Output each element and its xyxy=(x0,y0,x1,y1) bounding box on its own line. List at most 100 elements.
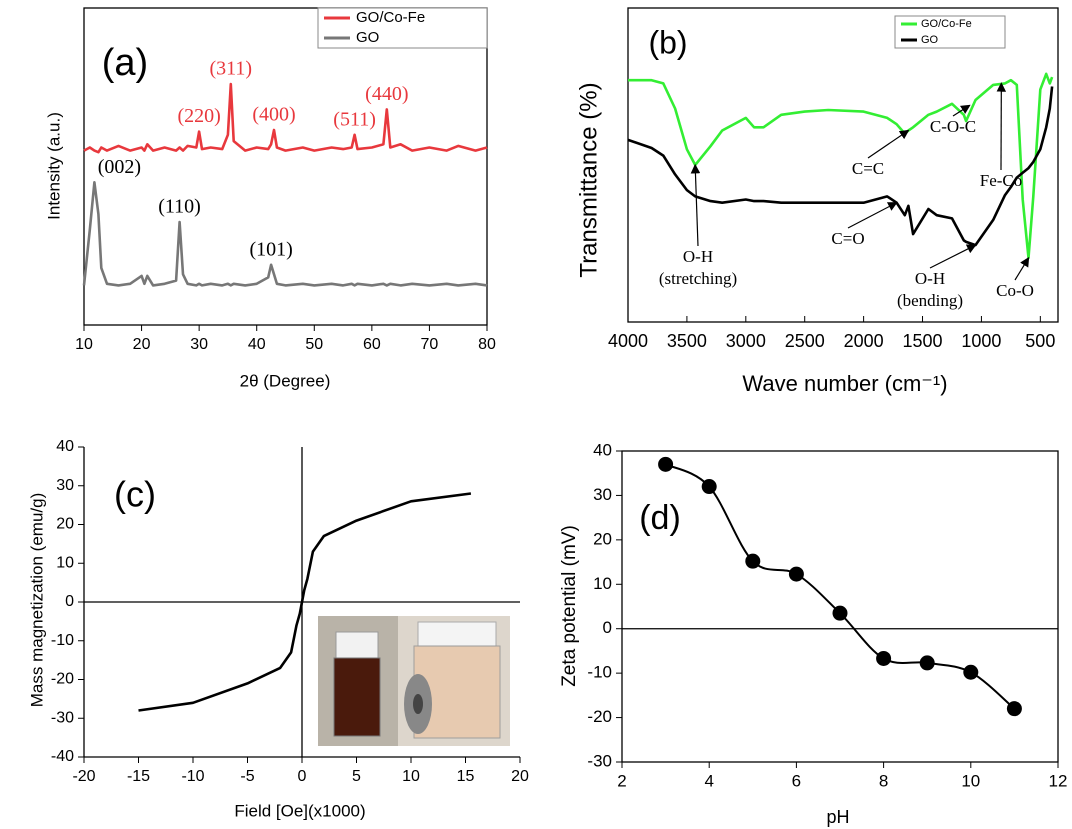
y-tick-label: 20 xyxy=(56,516,74,533)
x-tick-label: -5 xyxy=(240,768,254,785)
data-point xyxy=(1007,701,1022,716)
x-tick-label: 20 xyxy=(511,768,529,785)
annotation-arrow xyxy=(695,165,698,246)
x-tick-label: -20 xyxy=(72,768,95,785)
y-tick-label: 0 xyxy=(65,593,74,610)
annotation: (bending) xyxy=(897,291,963,310)
x-tick-label: -10 xyxy=(181,768,204,785)
x-tick-label: 10 xyxy=(961,771,980,790)
y-axis-label: Zeta potential (mV) xyxy=(559,525,580,687)
x-tick-label: 1500 xyxy=(902,331,942,351)
y-tick-label: -30 xyxy=(51,709,74,726)
annotation: (220) xyxy=(177,105,220,127)
y-tick-label: 30 xyxy=(593,485,612,504)
panel-label: (c) xyxy=(114,474,156,515)
x-tick-label: 6 xyxy=(792,771,801,790)
legend-label: GO xyxy=(356,29,379,46)
y-tick-label: 40 xyxy=(593,440,612,459)
x-tick-label: 3500 xyxy=(667,331,707,351)
y-tick-label: -10 xyxy=(51,632,74,649)
x-tick-label: 30 xyxy=(190,336,208,353)
annotation-arrow xyxy=(848,203,897,228)
annotation: C-O-C xyxy=(930,117,976,136)
legend-label: GO xyxy=(921,34,939,46)
x-tick-label: 4000 xyxy=(608,331,648,351)
y-axis-label: Transmittance (%) xyxy=(575,82,602,277)
annotation: (101) xyxy=(249,238,292,260)
legend-label: GO/Co-Fe xyxy=(356,9,425,26)
data-point xyxy=(920,655,935,670)
x-tick-label: 12 xyxy=(1049,771,1068,790)
smooth-line xyxy=(666,464,1015,708)
y-tick-label: -20 xyxy=(587,707,612,726)
x-tick-label: -15 xyxy=(127,768,150,785)
x-tick-label: 10 xyxy=(75,336,93,353)
y-tick-label: 20 xyxy=(593,529,612,548)
annotation-arrow xyxy=(930,245,976,268)
x-tick-label: 8 xyxy=(879,771,888,790)
annotation: C=O xyxy=(831,229,864,248)
legend-label: GO/Co-Fe xyxy=(921,18,972,30)
y-tick-label: 40 xyxy=(56,438,74,455)
y-tick-label: 0 xyxy=(603,618,612,637)
y-axis-label: Mass magnetization (emu/g) xyxy=(27,493,46,707)
inset-photo xyxy=(318,616,510,746)
annotation: (002) xyxy=(98,156,141,178)
x-tick-label: 1000 xyxy=(961,331,1001,351)
x-axis-label: Wave number (cm⁻¹) xyxy=(742,371,947,396)
x-tick-label: 40 xyxy=(248,336,266,353)
y-tick-label: 30 xyxy=(56,477,74,494)
data-point xyxy=(963,665,978,680)
data-point xyxy=(789,567,804,582)
y-tick-label: 10 xyxy=(593,574,612,593)
data-point xyxy=(833,606,848,621)
annotation: (stretching) xyxy=(659,269,737,288)
x-tick-label: 4 xyxy=(704,771,713,790)
x-tick-label: 2500 xyxy=(785,331,825,351)
annotation: (110) xyxy=(158,196,201,218)
x-tick-label: 20 xyxy=(133,336,151,353)
y-tick-label: 10 xyxy=(56,554,74,571)
annotation-arrow xyxy=(1015,258,1029,280)
annotation: Co-O xyxy=(996,281,1034,300)
panel-label: (b) xyxy=(648,24,687,60)
x-tick-label: 5 xyxy=(352,768,361,785)
y-tick-label: -30 xyxy=(587,751,612,770)
annotation: (440) xyxy=(365,83,408,105)
x-axis-label: 2θ (Degree) xyxy=(240,371,331,390)
x-axis-label: pH xyxy=(826,807,849,827)
annotation: O-H xyxy=(683,247,713,266)
x-tick-label: 10 xyxy=(402,768,420,785)
annotation-arrow xyxy=(868,130,908,158)
annotation: (511) xyxy=(333,108,376,130)
x-tick-label: 15 xyxy=(457,768,475,785)
x-tick-label: 70 xyxy=(421,336,439,353)
x-tick-label: 500 xyxy=(1025,331,1055,351)
y-axis-label: Intensity (a.u.) xyxy=(44,112,63,220)
data-point xyxy=(876,651,891,666)
data-line xyxy=(84,182,487,285)
data-point xyxy=(702,479,717,494)
annotation: (400) xyxy=(252,104,295,126)
annotation: (311) xyxy=(210,58,253,80)
y-tick-label: -40 xyxy=(51,748,74,765)
panel-label: (d) xyxy=(639,499,681,537)
x-tick-label: 80 xyxy=(478,336,496,353)
x-tick-label: 0 xyxy=(298,768,307,785)
y-tick-label: -20 xyxy=(51,671,74,688)
annotation: C=C xyxy=(852,159,884,178)
x-tick-label: 60 xyxy=(363,336,381,353)
data-point xyxy=(658,457,673,472)
annotation: O-H xyxy=(915,269,945,288)
x-tick-label: 3000 xyxy=(726,331,766,351)
x-tick-label: 2000 xyxy=(844,331,884,351)
y-tick-label: -10 xyxy=(587,663,612,682)
panel-label: (a) xyxy=(102,42,148,84)
data-point xyxy=(745,554,760,569)
annotation: Fe-Co xyxy=(980,171,1023,190)
x-tick-label: 2 xyxy=(617,771,626,790)
x-axis-label: Field [Oe](x1000) xyxy=(234,801,365,820)
x-tick-label: 50 xyxy=(305,336,323,353)
